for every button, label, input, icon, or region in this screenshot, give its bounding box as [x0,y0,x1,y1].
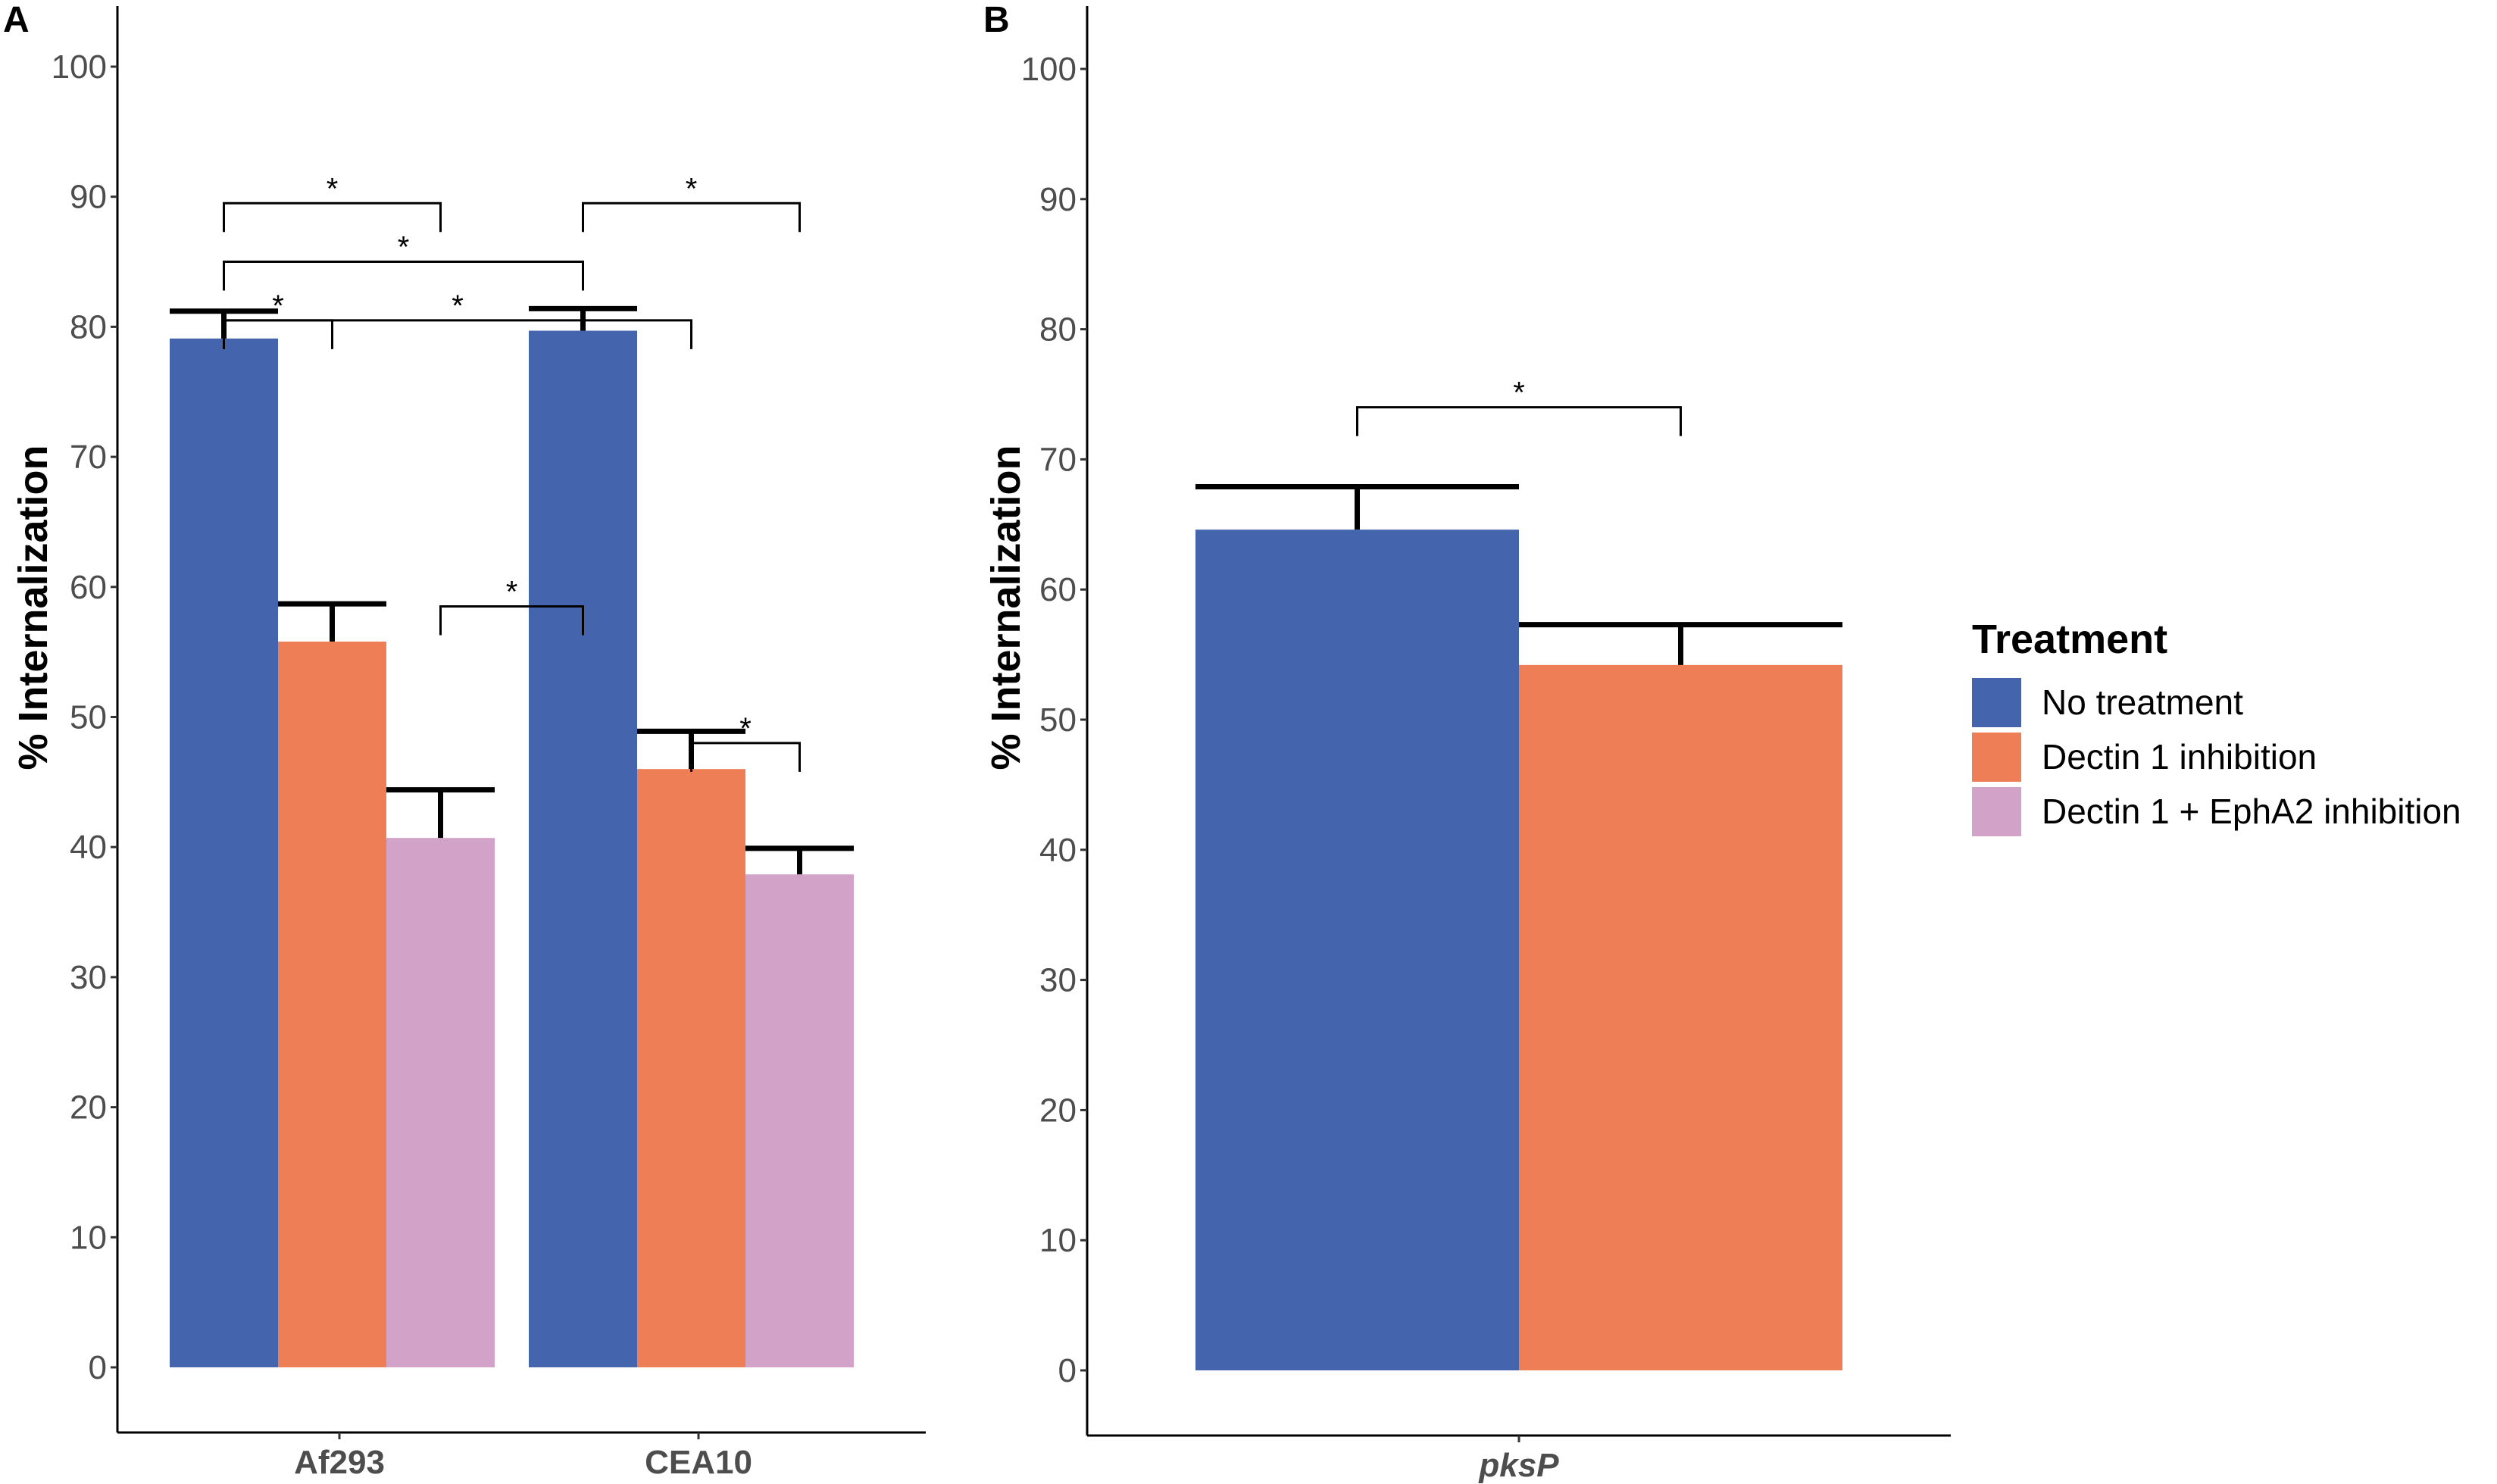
panel-a-label: A [3,0,30,40]
legend: Treatment No treatment Dectin 1 inhibitio… [1972,617,2461,836]
legend-swatch [1972,787,2021,836]
bars-b [1195,530,1842,1370]
panel-a: A % Internalization 0 10 20 30 40 50 60 70 80 90 1… [3,0,926,1481]
y-tick-label: 20 [70,1089,107,1126]
significance-bracket [223,319,692,349]
y-tick-label: 10 [70,1219,107,1256]
y-tick-label: 100 [52,48,107,86]
y-tick-label: 0 [1058,1352,1077,1389]
legend-items: No treatment Dectin 1 inhibition Dectin 1 … [1972,678,2461,836]
significance-bracket [223,202,442,233]
panel-b: B % Internalization 0 10 20 30 40 50 60 70 80 90 1… [983,0,1951,1484]
significance-star: * [686,172,698,205]
y-tick-label: 70 [1039,441,1077,478]
axes-b: 0 10 20 30 40 50 60 70 80 90 100 pksP [1021,6,1951,1484]
y-tick-label: 80 [1039,311,1077,348]
y-tick-label: 60 [70,569,107,606]
y-tick-label: 30 [70,959,107,996]
significance-bracket [1356,406,1682,436]
legend-swatch [1972,733,2021,782]
y-tick-label: 30 [1039,962,1077,999]
significance-star: * [1513,376,1525,410]
x-tick-label: pksP [1478,1447,1559,1484]
significance-star: * [506,576,518,609]
x-tick-label: Af293 [294,1444,385,1481]
y-tick-label: 20 [1039,1092,1077,1129]
bars-a [170,330,854,1367]
y-tick-label: 90 [1039,181,1077,218]
significance-star: * [452,289,464,323]
legend-label: No treatment [2042,683,2243,722]
y-tick-label: 90 [70,179,107,216]
panel-b-label: B [983,0,1010,40]
y-tick-label: 100 [1021,51,1077,88]
y-tick-label: 10 [1039,1222,1077,1259]
significance-bracket [439,605,584,636]
bar [745,874,854,1367]
significance-star: * [272,289,284,323]
y-tick-label: 50 [1039,701,1077,739]
y-tick-label: 0 [89,1349,107,1386]
significance-bracket [582,202,801,233]
bar [529,330,637,1367]
bar [278,641,386,1367]
bar [1519,664,1842,1370]
bar [386,838,495,1367]
legend-label: Dectin 1 inhibition [2042,737,2317,776]
error-bars-b [1195,483,1842,665]
bar [637,769,745,1367]
significance-star: * [327,172,339,205]
significance-bracket [223,261,584,291]
y-tick-label: 60 [1039,571,1077,608]
y-tick-label: 50 [70,699,107,736]
significance-brackets-b: * [1356,376,1682,436]
bar [1195,530,1519,1370]
y-tick-label: 80 [70,308,107,345]
bar [170,338,278,1367]
significance-star: * [739,712,752,745]
y-axis-title-b: % Internalization [983,445,1029,770]
legend-title: Treatment [1972,617,2167,662]
axes-a: 0 10 20 30 40 50 60 70 80 90 100 Af293 CEA10 [52,6,926,1481]
y-axis-title-a: % Internalization [11,445,56,770]
x-tick-label: CEA10 [645,1444,752,1481]
significance-bracket [690,742,801,772]
legend-label: Dectin 1 + EphA2 inhibition [2042,792,2461,831]
y-tick-label: 70 [70,439,107,476]
significance-brackets-a: * * * * * * * [223,172,801,772]
y-tick-label: 40 [1039,832,1077,869]
legend-swatch [1972,678,2021,727]
significance-star: * [398,231,410,264]
y-tick-label: 40 [70,829,107,866]
